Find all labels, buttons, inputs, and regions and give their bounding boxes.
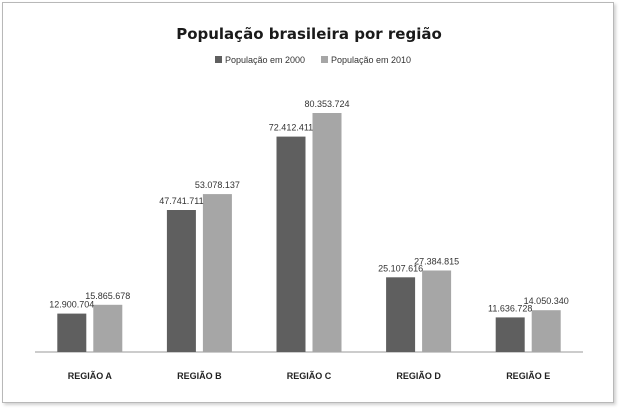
bar-2000-region-a xyxy=(57,313,87,352)
bar-2000-region-e xyxy=(495,317,525,352)
bar-chart: População brasileira por região Populaçã… xyxy=(35,25,583,381)
bar-2010-region-b xyxy=(202,194,232,352)
category-label-region-a: REGIÃO A xyxy=(68,371,113,381)
bar-2010-region-d xyxy=(422,270,452,352)
legend: População em 2000 População em 2010 xyxy=(215,55,411,65)
data-label-2010-region-d: 27.384.815 xyxy=(414,257,459,267)
legend-label-2010: População em 2010 xyxy=(331,55,411,65)
data-label-2000-region-d: 25.107.616 xyxy=(378,263,423,273)
data-label-2010-region-c: 80.353.724 xyxy=(304,99,349,109)
category-label-region-c: REGIÃO C xyxy=(287,371,332,381)
data-label-2000-region-b: 47.741.711 xyxy=(159,196,203,206)
data-label-2000-region-a: 12.900.704 xyxy=(49,300,94,310)
legend-swatch-2000 xyxy=(215,56,222,63)
category-label-region-d: REGIÃO D xyxy=(396,371,441,381)
bar-2010-region-a xyxy=(93,304,123,352)
bar-2010-region-c xyxy=(312,113,342,352)
bar-2010-region-e xyxy=(531,310,561,352)
bar-2000-region-c xyxy=(276,136,306,352)
bars-group xyxy=(57,113,561,352)
bar-2000-region-b xyxy=(166,210,196,352)
data-label-2010-region-e: 14.050.340 xyxy=(524,296,569,306)
chart-frame: População brasileira por região Populaçã… xyxy=(2,2,614,403)
category-labels-group: REGIÃO A REGIÃO B REGIÃO C REGIÃO D REGIÃO E xyxy=(68,371,550,381)
data-label-2000-region-c: 72.412.411 xyxy=(269,123,313,133)
data-label-2010-region-a: 15.865.678 xyxy=(85,291,130,301)
legend-label-2000: População em 2000 xyxy=(225,55,305,65)
bar-2000-region-d xyxy=(386,277,416,352)
category-label-region-b: REGIÃO B xyxy=(177,371,222,381)
data-label-2010-region-b: 53.078.137 xyxy=(195,180,240,190)
category-label-region-e: REGIÃO E xyxy=(506,371,550,381)
data-label-2000-region-e: 11.636.728 xyxy=(488,303,532,313)
legend-swatch-2010 xyxy=(321,56,328,63)
chart-title: População brasileira por região xyxy=(176,25,442,43)
